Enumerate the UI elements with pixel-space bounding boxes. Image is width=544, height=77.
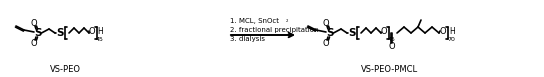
- Text: O: O: [381, 26, 387, 35]
- Text: 45: 45: [96, 36, 104, 42]
- Text: H: H: [449, 26, 455, 35]
- Text: O: O: [388, 42, 395, 51]
- Text: O: O: [323, 18, 329, 27]
- Text: O: O: [440, 26, 446, 35]
- Text: S: S: [326, 28, 334, 38]
- Text: O: O: [30, 18, 38, 27]
- Text: 45: 45: [388, 36, 396, 42]
- Text: VS-PEO: VS-PEO: [50, 66, 81, 75]
- Text: 3. dialysis: 3. dialysis: [230, 36, 265, 42]
- Text: S: S: [34, 28, 42, 38]
- Text: 2. fractional precipitation: 2. fractional precipitation: [230, 27, 318, 33]
- Text: 1. MCL, SnOct: 1. MCL, SnOct: [230, 18, 279, 24]
- Text: O: O: [89, 26, 95, 35]
- Text: O: O: [323, 38, 329, 48]
- Text: 70: 70: [447, 36, 455, 42]
- Text: O: O: [30, 38, 38, 48]
- Text: $_2$: $_2$: [285, 17, 289, 25]
- Text: VS-PEO-PMCL: VS-PEO-PMCL: [361, 66, 418, 75]
- Text: S: S: [56, 28, 64, 38]
- Text: S: S: [348, 28, 356, 38]
- Text: H: H: [97, 26, 103, 35]
